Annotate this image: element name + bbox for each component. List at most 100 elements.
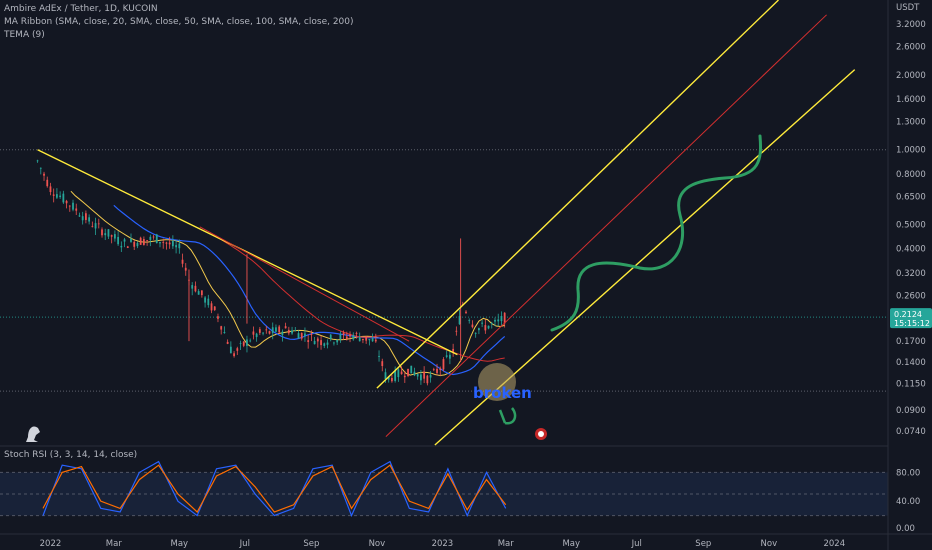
candle-body xyxy=(78,215,81,217)
candle-body xyxy=(213,306,216,310)
candle-body xyxy=(452,348,455,352)
bounce-arrow xyxy=(498,407,517,425)
candle-body xyxy=(436,368,438,373)
candle-body xyxy=(152,236,155,238)
candle-body xyxy=(397,369,400,378)
candle-body xyxy=(207,298,210,306)
candle-body xyxy=(497,319,500,322)
candle-body xyxy=(56,194,58,198)
candle-body xyxy=(362,338,364,341)
candle-body xyxy=(204,297,206,303)
time-tick-label: Mar xyxy=(498,539,515,549)
candle-body xyxy=(490,323,493,324)
candle-body xyxy=(333,342,335,344)
candle-body xyxy=(62,193,65,203)
candle-body xyxy=(117,236,120,245)
price-tick-label: 0.4000 xyxy=(896,245,926,255)
candle-body xyxy=(307,340,310,343)
tradingview-logo-icon xyxy=(26,426,40,442)
candle-body xyxy=(229,346,232,354)
candle-body xyxy=(487,325,490,329)
candle-body xyxy=(110,235,113,237)
candle-body xyxy=(46,179,49,187)
candle-body xyxy=(85,213,87,220)
price-tick-label: 0.1400 xyxy=(896,358,926,368)
candle-body xyxy=(455,330,458,332)
candle-body xyxy=(445,355,448,357)
drawings[interactable]: broken xyxy=(26,0,856,446)
time-tick-label: Sep xyxy=(303,539,319,549)
candle-body xyxy=(43,173,45,176)
broken-annotation: broken xyxy=(473,384,532,402)
candle-body xyxy=(387,376,390,380)
candle-body xyxy=(271,327,274,334)
candle-body xyxy=(281,331,284,336)
tema-legend[interactable]: TEMA (9) xyxy=(4,30,45,40)
candle-body xyxy=(181,259,184,264)
candle-body xyxy=(423,371,426,379)
candle-body xyxy=(481,322,484,324)
candles xyxy=(36,159,506,386)
candle-body xyxy=(136,242,139,247)
candle-body xyxy=(394,370,397,381)
candle-body xyxy=(313,340,316,345)
candle-body xyxy=(352,335,355,340)
candle-body xyxy=(194,285,197,292)
candle-body xyxy=(265,329,268,331)
candle-body xyxy=(429,374,432,378)
candle-body xyxy=(291,330,293,334)
candle-body xyxy=(374,339,377,342)
projection-path xyxy=(550,134,762,332)
candle-body xyxy=(297,333,300,339)
time-tick-label: May xyxy=(171,539,189,549)
candle-body xyxy=(191,285,194,289)
candle-body xyxy=(358,337,361,342)
candle-body xyxy=(503,312,506,324)
candle-body xyxy=(239,343,242,344)
candle-body xyxy=(101,229,103,236)
candle-body xyxy=(168,242,171,245)
candle-body xyxy=(252,331,255,335)
candle-body xyxy=(494,319,496,322)
candle-body xyxy=(210,303,213,311)
candle-body xyxy=(413,371,416,376)
candle-body xyxy=(223,332,226,334)
candle-body xyxy=(72,202,74,210)
price-tick-label: 1.6000 xyxy=(896,95,926,105)
candle-body xyxy=(59,195,62,198)
candle-body xyxy=(162,242,165,243)
price-tick-label: 0.1700 xyxy=(896,337,926,347)
rsi-tick-label: 0.00 xyxy=(896,524,915,534)
ma-ribbon-legend[interactable]: MA Ribbon (SMA, close, 20, SMA, close, 5… xyxy=(4,17,354,27)
currency-label: USDT xyxy=(896,3,920,13)
candle-body xyxy=(36,160,39,162)
candle-body xyxy=(326,342,329,345)
candle-body xyxy=(381,361,384,367)
candle-body xyxy=(342,332,345,335)
candle-body xyxy=(233,353,235,357)
candle-body xyxy=(39,167,42,169)
candle-body xyxy=(426,375,429,384)
time-tick-label: 2022 xyxy=(40,539,62,549)
candle-body xyxy=(420,374,422,381)
symbol-title[interactable]: Ambire AdEx / Tether, 1D, KUCOIN xyxy=(4,4,158,14)
candle-body xyxy=(416,374,419,377)
candle-body xyxy=(149,236,152,240)
candle-body xyxy=(217,316,219,319)
candle-body xyxy=(432,369,435,371)
price-tick-label: 0.6500 xyxy=(896,192,926,202)
ma-50-line xyxy=(113,204,506,376)
stoch-rsi-pane xyxy=(0,460,888,518)
current-price-label: 0.2124 xyxy=(894,310,922,319)
channel-upper-line xyxy=(376,0,779,389)
candle-body xyxy=(310,333,313,335)
candle-body xyxy=(336,339,339,343)
breakout-highlight xyxy=(478,363,516,401)
candle-body xyxy=(91,226,94,228)
grid xyxy=(0,149,888,392)
candle-body xyxy=(107,229,110,237)
candle-body xyxy=(329,334,332,339)
stoch-rsi-legend[interactable]: Stoch RSI (3, 3, 14, 14, close) xyxy=(4,450,138,460)
candle-body xyxy=(407,368,409,376)
